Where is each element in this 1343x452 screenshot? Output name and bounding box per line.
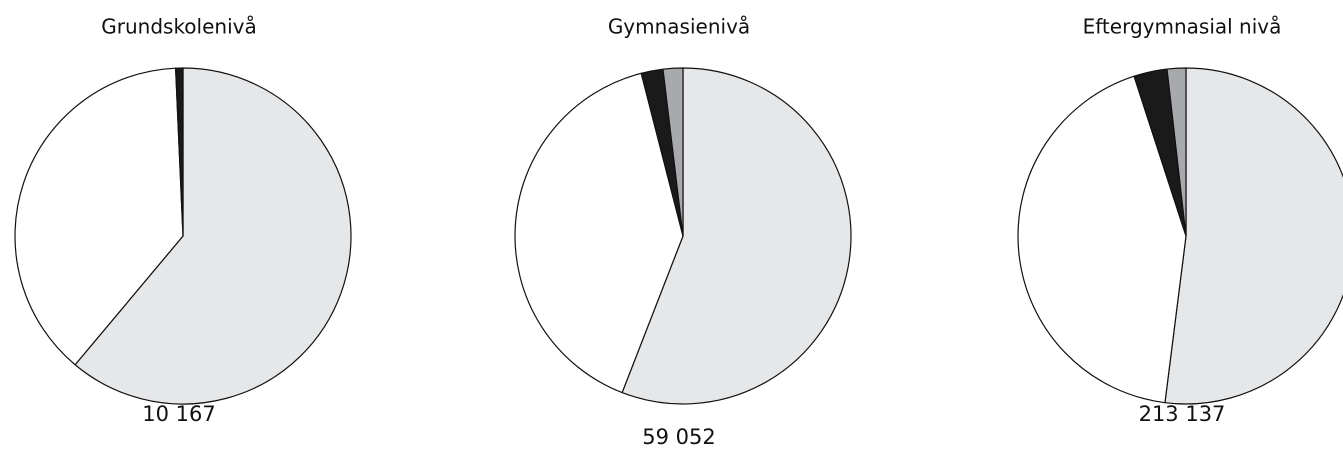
pie-title: Gymnasienivå (608, 15, 750, 39)
pie-title: Eftergymnasial nivå (1083, 15, 1282, 39)
pie-slice (175, 67, 184, 237)
pie-title: Grundskolenivå (101, 15, 256, 39)
pie-slice (662, 67, 684, 237)
pie-slice (514, 72, 684, 394)
pie-slice (1166, 67, 1187, 237)
pie-total: 10 167 (142, 402, 215, 426)
pie-total: 59 052 (642, 425, 715, 449)
pie-slice (74, 67, 352, 405)
pie-total: 213 137 (1139, 402, 1226, 426)
pie-slice (1164, 67, 1343, 405)
pie-slice (1017, 75, 1187, 404)
pie-slice (14, 67, 184, 366)
pie-slice (621, 67, 852, 405)
